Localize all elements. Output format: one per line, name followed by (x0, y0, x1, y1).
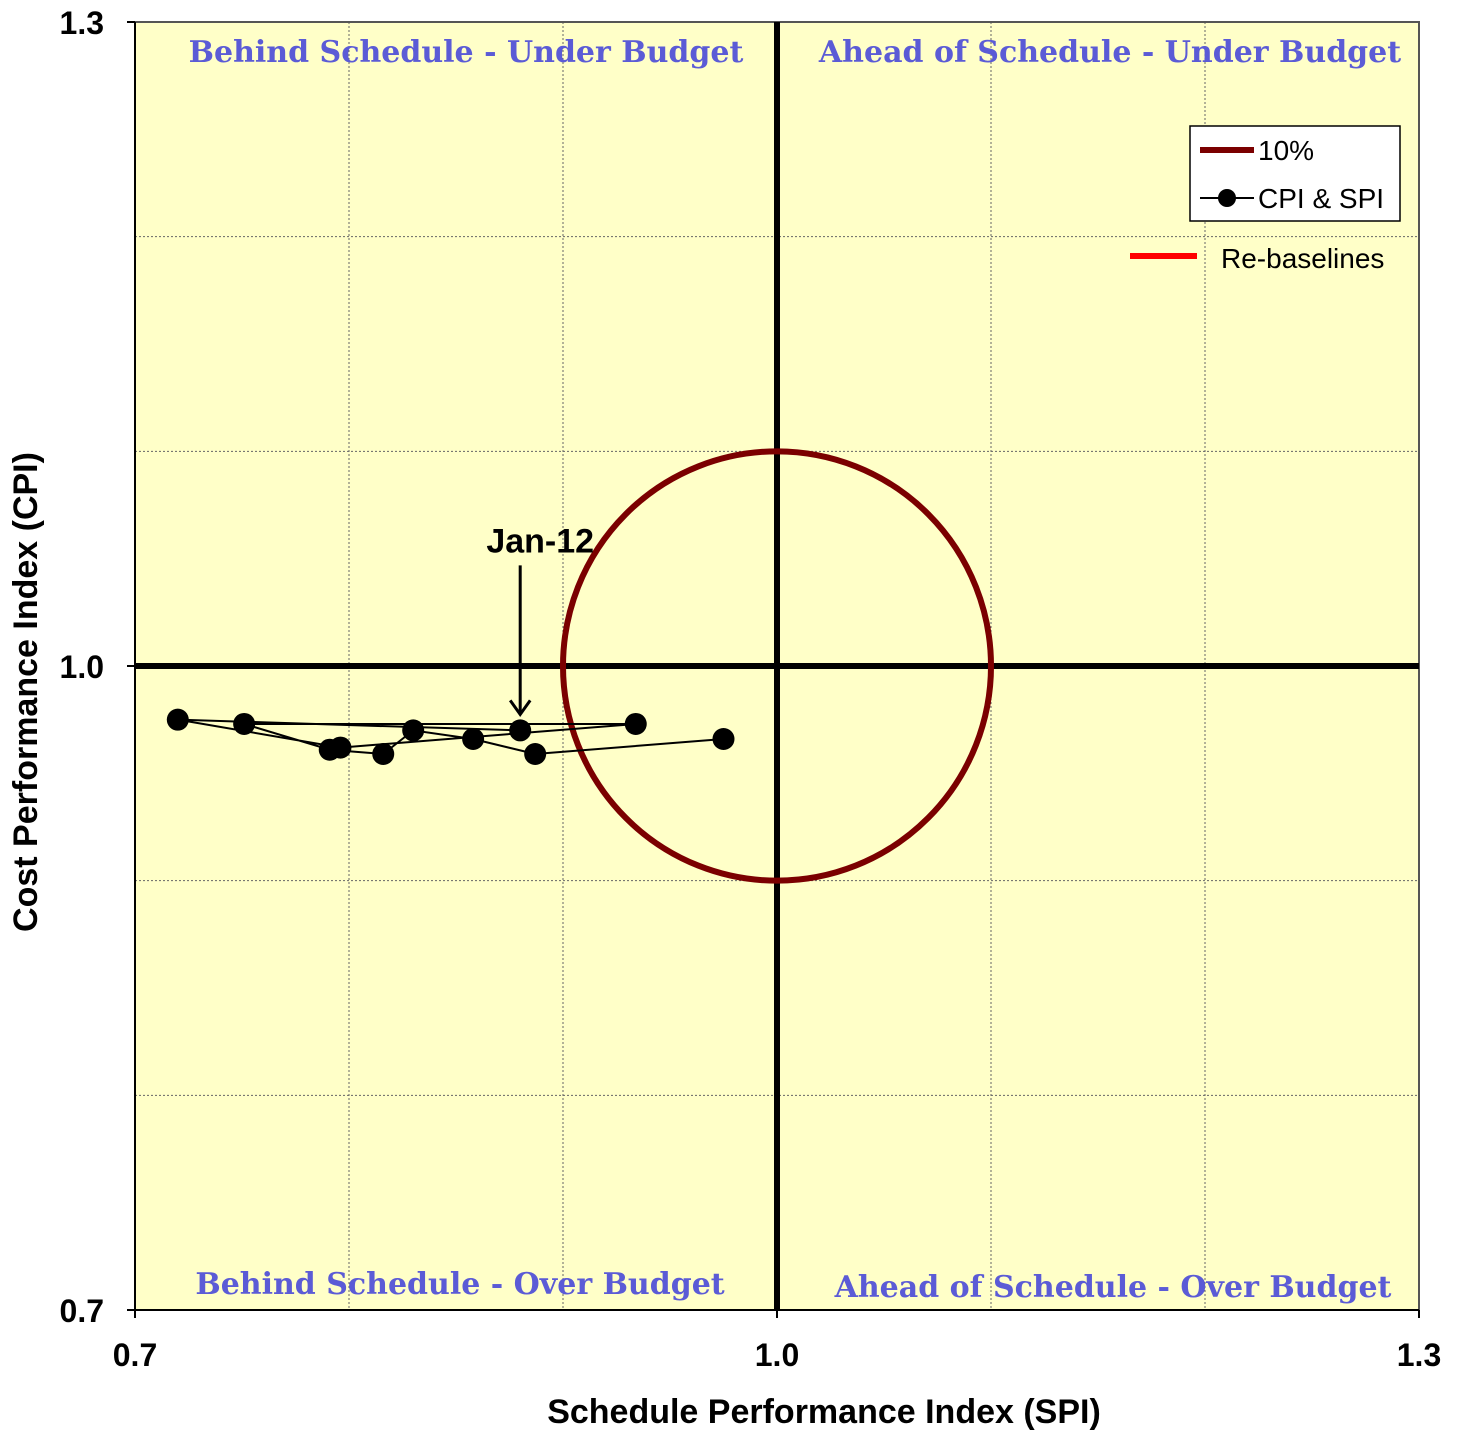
data-point (372, 743, 395, 766)
data-point (624, 712, 647, 735)
cpi-spi-points (166, 708, 735, 766)
y-tick-label-middle: 1.0 (60, 649, 104, 685)
data-point (166, 708, 189, 731)
x-axis-title: Schedule Performance Index (SPI) (547, 1393, 1101, 1431)
y-axis-title: Cost Performance Index (CPI) (7, 452, 45, 932)
data-point (509, 719, 532, 742)
legend-swatch-cpi-spi-dot (1218, 189, 1236, 207)
x-tick-label-left: 0.7 (113, 1337, 157, 1373)
y-tick-label-bottom: 0.7 (60, 1293, 104, 1329)
quadrant-label-top-right: Ahead of Schedule - Under Budget (818, 35, 1401, 70)
legend-label-cpi-spi: CPI & SPI (1258, 183, 1384, 214)
ten-percent-circle (560, 448, 994, 884)
data-point (524, 743, 547, 766)
legend: 10% CPI & SPI (1189, 125, 1401, 222)
data-point (329, 736, 352, 759)
data-point (402, 719, 425, 742)
tick-marks (127, 21, 1420, 1318)
x-tick-label-right: 1.3 (1397, 1337, 1441, 1373)
legend-label-10pct: 10% (1258, 135, 1314, 166)
data-point (233, 712, 256, 735)
quadrant-label-bottom-right: Ahead of Schedule - Over Budget (834, 1270, 1392, 1305)
x-tick-label-middle: 1.0 (755, 1337, 799, 1373)
annotation-jan-12: Jan-12 (486, 522, 594, 560)
legend-label-rebaselines: Re-baselines (1221, 243, 1384, 274)
quadrant-label-bottom-left: Behind Schedule - Over Budget (195, 1267, 724, 1302)
data-point (712, 727, 735, 750)
y-tick-label-top: 1.3 (60, 5, 104, 41)
quadrant-label-top-left: Behind Schedule - Under Budget (189, 35, 744, 70)
data-point (462, 727, 485, 750)
annotation-arrow-head (508, 699, 532, 717)
